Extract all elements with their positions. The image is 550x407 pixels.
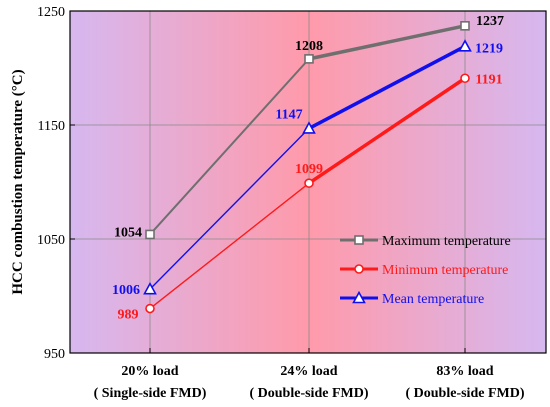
legend-marker [354, 235, 364, 245]
data-point-marker [460, 73, 470, 84]
data-label: 1208 [295, 39, 323, 54]
data-label: 1054 [114, 225, 142, 240]
data-point-marker [145, 303, 155, 314]
legend-item-mean-temperature: Mean temperature [340, 290, 484, 307]
data-label: 989 [118, 308, 139, 323]
series-line-segment [149, 57, 310, 236]
legend-item-maximum-temperature: Maximum temperature [340, 234, 511, 249]
series-minimum-temperature: 989 1099 1191 [118, 72, 503, 322]
legend-item-minimum-temperature: Minimum temperature [340, 263, 508, 278]
series-mean-temperature: 1006 1147 1219 [112, 39, 503, 298]
series-line-segment [307, 24, 467, 61]
legend-marker [352, 290, 366, 304]
series-maximum-temperature: 1054 1208 1237 [114, 14, 504, 241]
data-point-marker [304, 178, 314, 188]
series-layer: 1054 1208 1237 989 1099 1191 1006 1147 1219 [112, 14, 504, 323]
data-label: 1147 [275, 107, 302, 122]
x-tick-sublabel: ( Double-side FMD) [406, 386, 525, 401]
axes: 950 1050 1150 1250 20% load ( Single-side FMD… [37, 5, 525, 401]
legend-marker [354, 264, 364, 274]
y-tick-label: 950 [44, 347, 65, 362]
data-point-marker [304, 54, 314, 64]
y-tick-label: 1050 [37, 233, 65, 248]
y-tick-label: 1150 [38, 119, 65, 134]
data-label: 1237 [476, 14, 504, 29]
x-tick-label: 20% load [121, 364, 178, 379]
legend-label: Mean temperature [382, 292, 484, 307]
series-line-segment [307, 76, 467, 185]
legend: Maximum temperature Minimum temperature Me… [340, 234, 511, 307]
y-tick-label: 1250 [37, 5, 65, 20]
series-line-segment [149, 182, 310, 310]
data-label: 1099 [295, 162, 323, 177]
data-point-marker [143, 281, 157, 295]
y-axis-label: HCC combustion temperature (°C) [10, 69, 26, 294]
legend-label: Maximum temperature [382, 234, 511, 249]
series-line-segment [307, 44, 467, 131]
legend-label: Minimum temperature [382, 263, 508, 278]
data-point-marker [460, 21, 470, 31]
data-point-marker [145, 229, 155, 240]
x-tick-sublabel: ( Double-side FMD) [250, 386, 369, 401]
x-tick-sublabel: ( Single-side FMD) [94, 386, 207, 401]
data-point-marker [302, 121, 316, 134]
x-tick-label: 24% load [280, 364, 337, 379]
series-line-segment [149, 127, 310, 290]
x-tick-label: 83% load [436, 364, 493, 379]
data-label: 1191 [475, 72, 502, 87]
data-point-marker [458, 39, 472, 52]
data-label: 1219 [475, 41, 503, 56]
data-label: 1006 [112, 283, 140, 298]
plot-frame [69, 10, 547, 354]
